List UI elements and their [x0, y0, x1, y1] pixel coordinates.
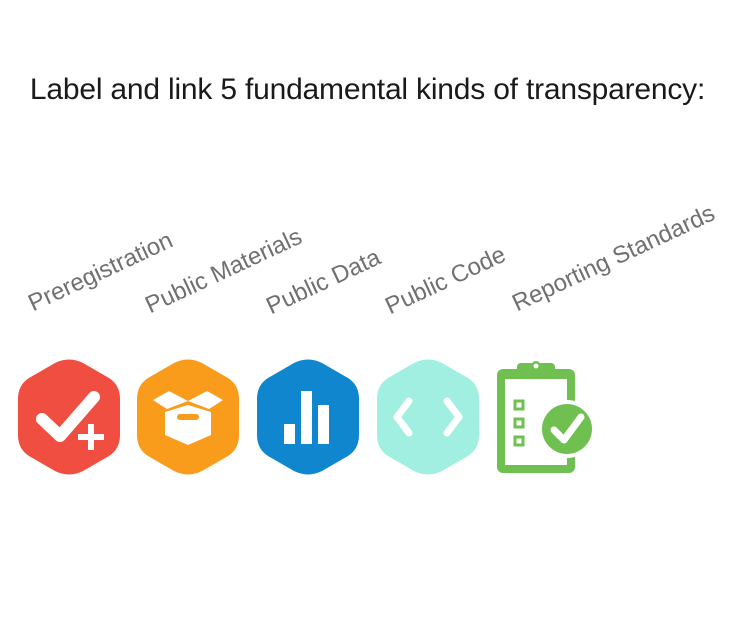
reporting-standards-badge[interactable]	[493, 357, 603, 477]
public-data-badge[interactable]	[253, 357, 363, 477]
page-title: Label and link 5 fundamental kinds of tr…	[29, 73, 706, 106]
preregistration-check-plus-icon	[18, 359, 120, 475]
bar-chart-icon	[257, 359, 359, 475]
preregistration-badge[interactable]	[14, 357, 124, 477]
public-code-badge[interactable]	[373, 357, 483, 477]
public-materials-badge[interactable]	[133, 357, 243, 477]
label-public-code: Public Code	[381, 240, 510, 321]
label-reporting-standards: Reporting Standards	[508, 199, 720, 318]
clipboard-checklist-icon	[497, 361, 596, 473]
open-box-icon	[137, 359, 239, 475]
code-brackets-icon	[377, 359, 479, 475]
